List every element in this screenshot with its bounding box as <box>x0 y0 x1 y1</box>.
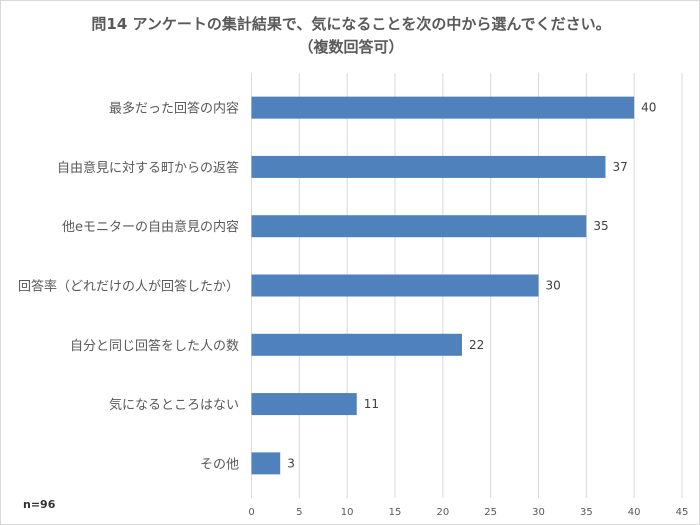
data-label: 11 <box>364 397 379 411</box>
data-label: 40 <box>641 101 656 115</box>
data-label: 30 <box>546 279 561 293</box>
x-tick-label: 15 <box>389 507 402 518</box>
bar <box>251 333 462 356</box>
bar <box>251 155 606 178</box>
bar <box>251 96 635 119</box>
category-label: 回答率（どれだけの人が回答したか） <box>18 279 239 295</box>
bar <box>251 274 539 297</box>
category-label: その他 <box>200 457 239 472</box>
category-label: 自分と同じ回答をした人の数 <box>70 338 239 354</box>
x-tick-label: 5 <box>296 507 302 518</box>
x-tick-label: 0 <box>248 507 254 518</box>
x-tick-label: 20 <box>436 507 449 518</box>
data-label: 35 <box>593 219 608 233</box>
bar <box>251 452 281 475</box>
x-tick-label: 10 <box>341 507 354 518</box>
category-label: 他eモニターの自由意見の内容 <box>62 219 239 235</box>
x-tick-label: 35 <box>580 507 593 518</box>
chart-title: 問14 アンケートの集計結果で、気になることを次の中から選んでください。 <box>91 15 611 33</box>
x-tick-label: 25 <box>484 507 497 518</box>
data-label: 37 <box>612 160 627 174</box>
bar <box>251 393 357 416</box>
data-label: 3 <box>287 456 295 470</box>
x-tick-label: 30 <box>532 507 545 518</box>
chart-subtitle: （複数回答可） <box>298 38 404 56</box>
category-label: 最多だった回答の内容 <box>109 101 239 117</box>
x-tick-label: 45 <box>676 507 689 518</box>
category-label: 気になるところはない <box>109 397 239 413</box>
x-tick-label: 40 <box>628 507 641 518</box>
sample-size-note: n=96 <box>23 498 56 511</box>
data-label: 22 <box>469 338 484 352</box>
category-label: 自由意見に対する町からの返答 <box>57 160 239 176</box>
bar <box>251 215 587 238</box>
